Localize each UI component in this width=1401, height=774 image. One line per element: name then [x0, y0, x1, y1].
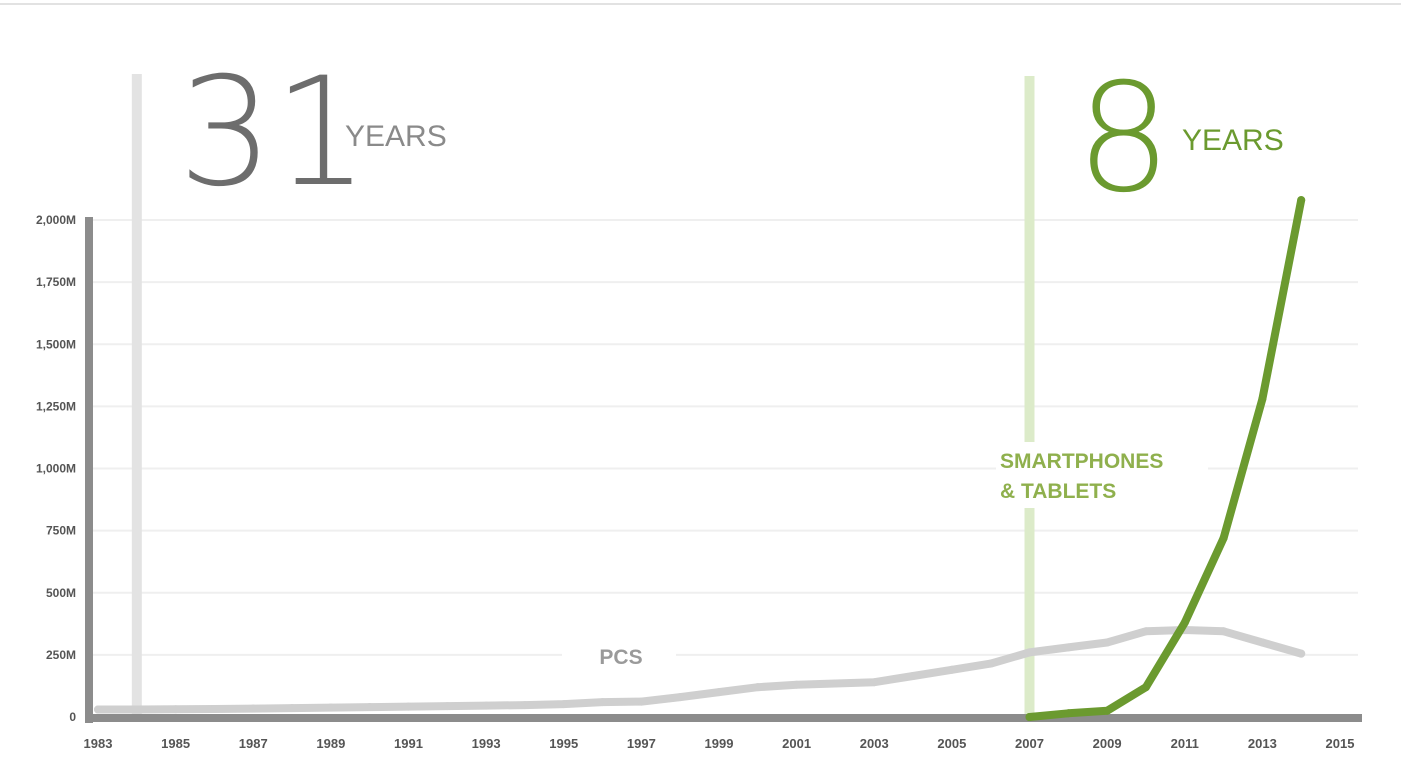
pcs-point-1985 [171, 705, 180, 714]
x-tick-label: 1993 [472, 736, 501, 751]
mobile-series-line [1025, 196, 1306, 721]
pcs-point-1997 [637, 697, 646, 706]
pcs-point-2014 [1297, 649, 1306, 658]
mobile-years-number: 8 [1076, 52, 1171, 226]
pcs-point-1989 [326, 703, 335, 712]
pcs-point-2010 [1141, 627, 1150, 636]
x-tick-label: 1987 [239, 736, 268, 751]
x-tick-label: 2003 [860, 736, 889, 751]
mobile-point-2009 [1103, 706, 1112, 715]
pcs-series-label: PCS [599, 646, 642, 669]
x-tick-label: 2013 [1248, 736, 1277, 751]
pc-span-bar [131, 74, 142, 717]
mobile-series-label-line1: SMARTPHONES [1000, 450, 1163, 473]
y-tick-label: 1,750M [36, 275, 76, 289]
pcs-label-bg [562, 640, 676, 672]
pcs-point-1996 [598, 698, 607, 707]
pc-span-annotation: 31 YEARS [178, 46, 447, 220]
top-divider [0, 3, 1401, 5]
y-tick-label: 2,000M [36, 213, 76, 227]
mobile-point-2007 [1025, 713, 1034, 721]
pcs-point-1988 [288, 704, 297, 713]
pcs-point-1999 [715, 688, 723, 697]
pcs-series-line [94, 626, 1306, 714]
pcs-point-2005 [947, 665, 956, 674]
pcs-point-1987 [249, 704, 258, 713]
pcs-point-1992 [443, 702, 452, 711]
pcs-point-2008 [1064, 643, 1073, 652]
pcs-point-2007 [1025, 648, 1034, 657]
mobile-point-2011 [1180, 618, 1189, 627]
pcs-point-2000 [753, 683, 762, 692]
pcs-point-2013 [1258, 638, 1267, 647]
x-tick-label: 2005 [937, 736, 966, 751]
mobile-label-bg [996, 442, 1208, 508]
pcs-point-1990 [365, 703, 374, 712]
x-tick-label: 2015 [1326, 736, 1355, 751]
mobile-span-bar [1024, 76, 1035, 717]
mobile-point-2008 [1064, 709, 1073, 718]
pcs-point-1993 [482, 701, 491, 710]
pc-years-number: 31 [178, 46, 369, 220]
y-axis-line [85, 217, 93, 723]
y-tick-label: 750M [46, 524, 76, 538]
pcs-point-1984 [132, 705, 141, 714]
axes [85, 217, 1362, 723]
mobile-point-2012 [1219, 534, 1228, 543]
x-axis-line [85, 714, 1362, 722]
x-tick-label: 1991 [394, 736, 423, 751]
pcs-point-2006 [986, 659, 995, 668]
x-tick-label: 1995 [549, 736, 578, 751]
mobile-point-2013 [1258, 394, 1267, 403]
era-span-bars [131, 74, 1035, 717]
x-tick-label: 2007 [1015, 736, 1044, 751]
x-tick-label: 2009 [1093, 736, 1122, 751]
x-tick-label: 1997 [627, 736, 656, 751]
y-tick-label: 1,250M [36, 399, 76, 413]
mobile-years-word: YEARS [1182, 124, 1284, 157]
mobile-series-label-line2: & TABLETS [1000, 480, 1116, 503]
y-tick-labels: 0 250M 500M 750M 1,000M 1,250M 1,500M 1,750M 2,0… [36, 213, 76, 724]
pcs-point-2001 [792, 680, 801, 689]
mobile-point-2014 [1297, 196, 1306, 205]
pcs-point-1986 [210, 705, 219, 714]
x-tick-label: 2001 [782, 736, 811, 751]
x-tick-label: 1989 [316, 736, 345, 751]
x-tick-label: 2011 [1171, 736, 1199, 751]
y-tick-label: 250M [46, 648, 76, 662]
pcs-point-1994 [520, 701, 529, 710]
pc-years-word: YEARS [345, 120, 447, 153]
mobile-point-2010 [1141, 683, 1150, 692]
x-tick-label: 1985 [161, 736, 190, 751]
pcs-point-2012 [1219, 627, 1228, 636]
pcs-point-2002 [831, 679, 840, 688]
pcs-point-2003 [870, 678, 879, 687]
mobile-span-annotation: 8 YEARS [1076, 52, 1284, 226]
x-tick-label: 1983 [84, 736, 113, 751]
pcs-point-2009 [1103, 638, 1112, 647]
pcs-point-1995 [559, 700, 568, 709]
y-tick-label: 1,500M [36, 337, 76, 351]
pcs-point-1998 [676, 693, 685, 702]
data-series [94, 196, 1306, 721]
y-tick-label: 1,000M [36, 462, 76, 476]
pcs-point-1991 [404, 702, 413, 711]
x-tick-label: 1999 [705, 736, 734, 751]
pcs-point-1983 [94, 705, 102, 714]
pcs-point-2004 [909, 671, 918, 680]
gridlines [92, 219, 1358, 656]
y-tick-label: 500M [46, 586, 76, 600]
x-tick-labels: 1983 1985 1987 1989 1991 1993 1995 1997 1999 2001… [84, 736, 1355, 751]
y-tick-label: 0 [69, 710, 76, 724]
